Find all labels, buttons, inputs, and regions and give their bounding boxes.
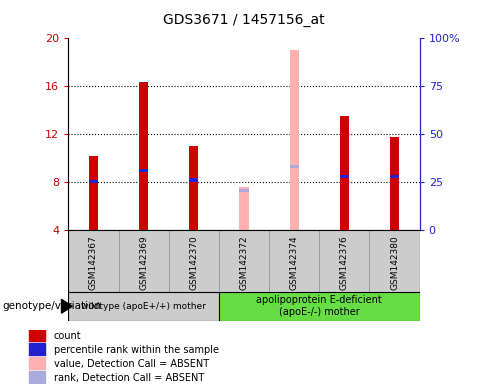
Bar	[390, 137, 399, 230]
Bar	[369, 230, 420, 292]
Polygon shape	[61, 300, 72, 313]
Text: rank, Detection Call = ABSENT: rank, Detection Call = ABSENT	[54, 372, 204, 382]
Bar	[29, 343, 44, 355]
Text: GSM142367: GSM142367	[89, 235, 98, 290]
Bar	[29, 329, 44, 341]
Bar	[68, 230, 119, 292]
Text: value, Detection Call = ABSENT: value, Detection Call = ABSENT	[54, 359, 209, 369]
Bar	[139, 169, 148, 172]
Text: GSM142376: GSM142376	[340, 235, 349, 290]
Text: percentile rank within the sample: percentile rank within the sample	[54, 344, 219, 354]
Bar	[189, 146, 198, 230]
Bar	[319, 230, 369, 292]
Text: GSM142369: GSM142369	[139, 235, 148, 290]
Bar	[89, 180, 98, 183]
Bar	[219, 292, 420, 321]
Bar	[290, 165, 299, 169]
Text: GDS3671 / 1457156_at: GDS3671 / 1457156_at	[163, 13, 325, 27]
Bar	[269, 230, 319, 292]
Text: GSM142372: GSM142372	[240, 235, 248, 290]
Bar	[119, 230, 169, 292]
Text: GSM142380: GSM142380	[390, 235, 399, 290]
Bar	[68, 292, 219, 321]
Bar	[290, 50, 299, 230]
Bar	[340, 116, 349, 230]
Text: wildtype (apoE+/+) mother: wildtype (apoE+/+) mother	[81, 302, 206, 311]
Bar	[390, 175, 399, 178]
Text: count: count	[54, 331, 81, 341]
Text: apolipoprotein E-deficient
(apoE-/-) mother: apolipoprotein E-deficient (apoE-/-) mot…	[256, 295, 382, 317]
Bar	[240, 187, 248, 230]
Text: GSM142370: GSM142370	[189, 235, 198, 290]
Bar	[340, 175, 349, 178]
Text: GSM142374: GSM142374	[290, 235, 299, 290]
Bar	[169, 230, 219, 292]
Bar	[240, 189, 248, 192]
Bar	[29, 357, 44, 369]
Bar	[29, 371, 44, 383]
Bar	[139, 82, 148, 230]
Bar	[189, 178, 198, 182]
Bar	[89, 156, 98, 230]
Text: genotype/variation: genotype/variation	[2, 301, 102, 311]
Bar	[219, 230, 269, 292]
